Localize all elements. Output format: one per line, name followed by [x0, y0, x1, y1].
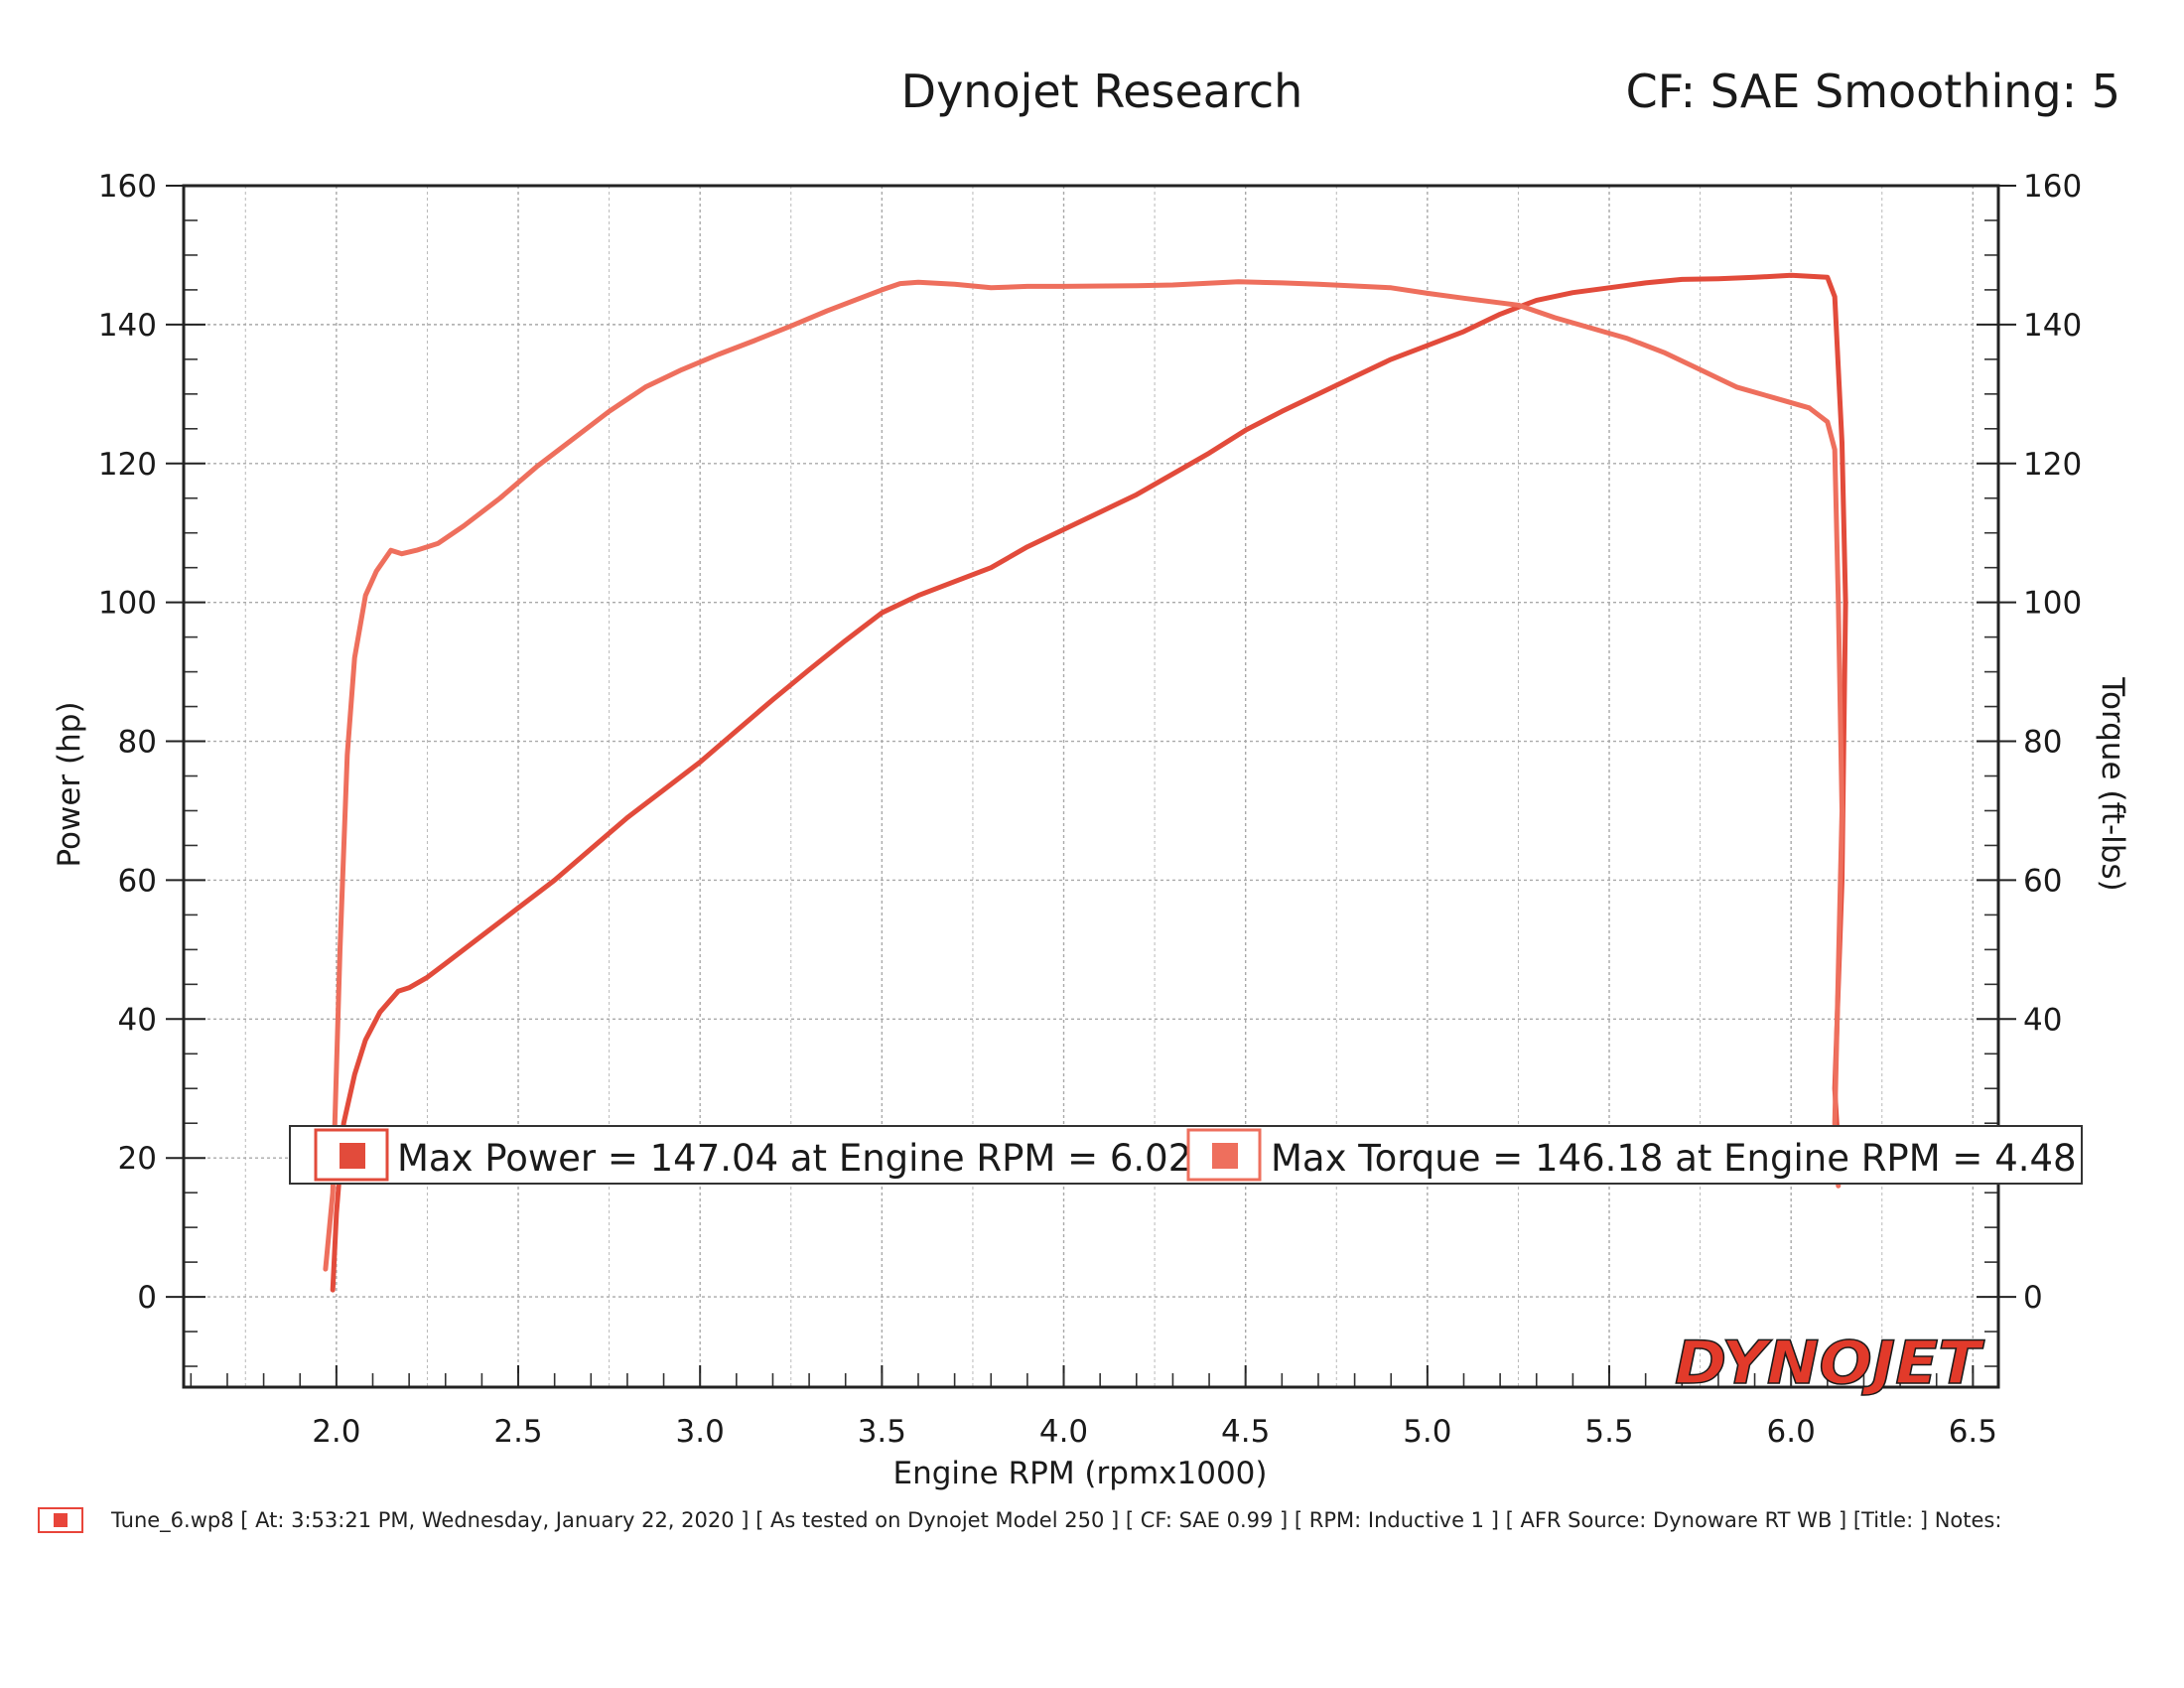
y-tick-label: 80	[118, 725, 157, 761]
grid-lines	[184, 185, 1998, 1387]
y-tick-label: 0	[137, 1280, 157, 1316]
y-tick-label: 140	[98, 308, 157, 344]
y-axis-label: Power (hp)	[52, 701, 87, 867]
x-tick-label: 4.5	[1221, 1414, 1270, 1450]
power-line	[330, 272, 1848, 1293]
x-tick-label: 2.0	[312, 1414, 360, 1450]
legend-box: Max Power = 147.04 at Engine RPM = 6.02 …	[289, 1125, 2083, 1185]
y-tick-label: 40	[118, 1002, 157, 1038]
y2-tick-label: 0	[2023, 1280, 2043, 1316]
y2-tick-label: 60	[2023, 863, 2062, 899]
y2-tick-label: 120	[2023, 447, 2082, 483]
y2-tick-label: 100	[2023, 586, 2082, 622]
x-tick-label: 6.5	[1949, 1414, 1997, 1450]
plot-frame	[182, 184, 2000, 1389]
y2-tick-label: 140	[2023, 308, 2082, 344]
minor-ticks	[166, 185, 2016, 1387]
y2-tick-label: 40	[2023, 1002, 2062, 1038]
x-tick-labels: 2.0 2.5 3.0 3.5 4.0 4.5 5.0 5.5 6.0 6.5	[312, 1414, 1997, 1450]
torque-line	[323, 279, 1844, 1272]
y-tick-label: 100	[98, 586, 157, 622]
x-tick-label: 3.5	[858, 1414, 906, 1450]
y2-axis-label: Torque (ft-lbs)	[2095, 676, 2130, 891]
x-tick-label: 4.0	[1039, 1414, 1088, 1450]
x-tick-label: 3.0	[676, 1414, 725, 1450]
correction-info: CF: SAE Smoothing: 5	[1626, 65, 2120, 118]
x-axis-label: Engine RPM (rpmx1000)	[893, 1456, 1268, 1491]
x-tick-label: 5.0	[1403, 1414, 1451, 1450]
y-tick-label: 60	[118, 863, 157, 899]
x-tick-label: 5.5	[1584, 1414, 1633, 1450]
y-tick-label: 120	[98, 447, 157, 483]
y2-tick-label: 160	[2023, 169, 2082, 205]
run-info-footer: Tune_6.wp8 [ At: 3:53:21 PM, Wednesday, …	[38, 1502, 2001, 1538]
series-group	[323, 272, 1848, 1293]
y2-tick-labels: 0 40 60 80 100 120 140 160	[2023, 169, 2082, 1316]
y2-tick-label: 80	[2023, 725, 2062, 761]
y-tick-labels: 0 20 40 60 80 100 120 140 160	[98, 169, 157, 1316]
max-power-label: Max Power = 147.04 at Engine RPM = 6.02	[397, 1137, 1191, 1180]
y-tick-label: 20	[118, 1141, 157, 1177]
chart-title: Dynojet Research	[901, 65, 1303, 118]
x-tick-label: 2.5	[493, 1414, 542, 1450]
run-info-text: Tune_6.wp8 [ At: 3:53:21 PM, Wednesday, …	[111, 1508, 2002, 1532]
dynojet-logo: DYNOJET	[1675, 1329, 1984, 1398]
run-color-swatch	[38, 1507, 83, 1533]
x-tick-label: 6.0	[1767, 1414, 1816, 1450]
max-torque-label: Max Torque = 146.18 at Engine RPM = 4.48	[1271, 1137, 2077, 1180]
y-tick-label: 160	[98, 169, 157, 205]
